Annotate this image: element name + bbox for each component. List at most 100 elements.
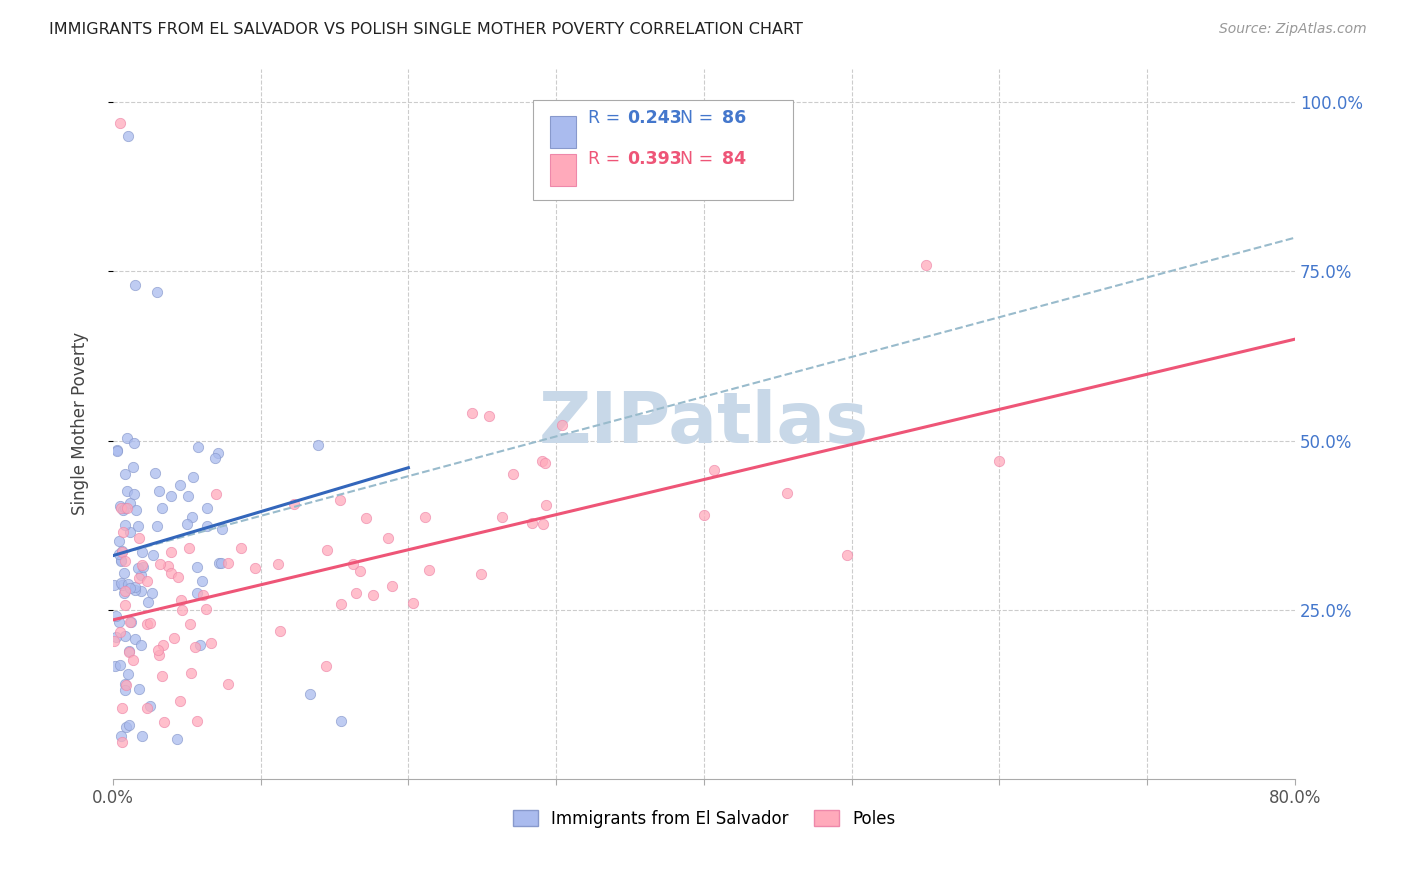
Point (135, 701, 157, 715)
Point (229, 541, 252, 555)
Point (117, 577, 139, 591)
Point (148, 648, 170, 662)
Point (152, 669, 174, 683)
Point (122, 653, 145, 667)
Point (118, 496, 141, 510)
Point (110, 500, 132, 515)
Point (114, 517, 136, 532)
Point (115, 678, 138, 692)
Point (205, 487, 228, 501)
Point (522, 516, 544, 531)
Point (103, 578, 125, 592)
Point (110, 624, 132, 639)
Text: R =: R = (588, 109, 626, 127)
Point (124, 580, 146, 594)
Point (534, 498, 557, 512)
Text: IMMIGRANTS FROM EL SALVADOR VS POLISH SINGLE MOTHER POVERTY CORRELATION CHART: IMMIGRANTS FROM EL SALVADOR VS POLISH SI… (49, 22, 803, 37)
Point (110, 553, 132, 567)
Point (776, 486, 799, 500)
FancyBboxPatch shape (533, 101, 793, 200)
Point (110, 576, 132, 591)
Point (110, 657, 132, 672)
Point (703, 463, 725, 477)
Point (112, 586, 135, 600)
Point (217, 677, 239, 691)
Point (346, 586, 368, 600)
Point (177, 541, 200, 556)
Point (124, 582, 146, 597)
Point (110, 554, 132, 568)
Point (186, 714, 208, 728)
Point (117, 129, 139, 144)
Point (207, 446, 229, 460)
Point (988, 454, 1011, 468)
Point (141, 586, 163, 600)
Point (190, 638, 212, 652)
Point (470, 567, 492, 582)
Point (187, 440, 209, 454)
Point (176, 517, 198, 532)
Point (159, 489, 181, 503)
Point (127, 561, 149, 575)
Point (329, 714, 352, 729)
Point (118, 644, 141, 658)
Point (460, 406, 482, 420)
Point (191, 574, 214, 588)
Point (124, 278, 146, 293)
Point (104, 630, 127, 644)
Point (104, 609, 127, 624)
Point (418, 563, 440, 577)
Point (135, 616, 157, 631)
Y-axis label: Single Mother Poverty: Single Mother Poverty (72, 332, 89, 516)
Point (139, 615, 162, 630)
Point (122, 436, 145, 450)
Point (124, 632, 146, 646)
Point (108, 547, 131, 561)
Point (114, 584, 136, 599)
Point (269, 624, 291, 639)
Point (107, 615, 129, 629)
Point (114, 501, 136, 516)
Point (502, 467, 524, 481)
Legend: Immigrants from El Salvador, Poles: Immigrants from El Salvador, Poles (506, 803, 901, 835)
Point (166, 731, 188, 746)
Point (105, 442, 128, 457)
Point (131, 544, 153, 558)
Point (152, 638, 174, 652)
Point (160, 566, 183, 581)
Point (114, 683, 136, 698)
Point (349, 564, 371, 578)
Point (209, 556, 232, 570)
Point (181, 470, 204, 484)
Point (146, 642, 169, 657)
Point (315, 659, 337, 673)
Point (267, 557, 290, 571)
Point (413, 509, 436, 524)
Point (243, 561, 266, 575)
Point (146, 519, 169, 533)
Point (129, 567, 152, 582)
Point (114, 599, 136, 613)
Point (377, 531, 399, 545)
Point (170, 593, 193, 607)
Point (143, 466, 166, 480)
Point (149, 557, 172, 571)
Point (330, 597, 353, 611)
Point (693, 508, 716, 522)
Point (127, 519, 149, 533)
Point (131, 560, 153, 574)
Text: N =: N = (681, 109, 718, 127)
Point (186, 586, 208, 600)
Point (208, 557, 231, 571)
Point (167, 569, 190, 583)
Point (131, 729, 153, 743)
Text: 86: 86 (721, 109, 747, 127)
Point (128, 570, 150, 584)
Point (200, 636, 222, 650)
Text: R =: R = (588, 150, 626, 168)
Text: 0.393: 0.393 (627, 150, 682, 168)
Text: 0.243: 0.243 (627, 109, 682, 127)
Point (152, 715, 174, 730)
Point (118, 615, 141, 630)
Point (152, 501, 174, 516)
